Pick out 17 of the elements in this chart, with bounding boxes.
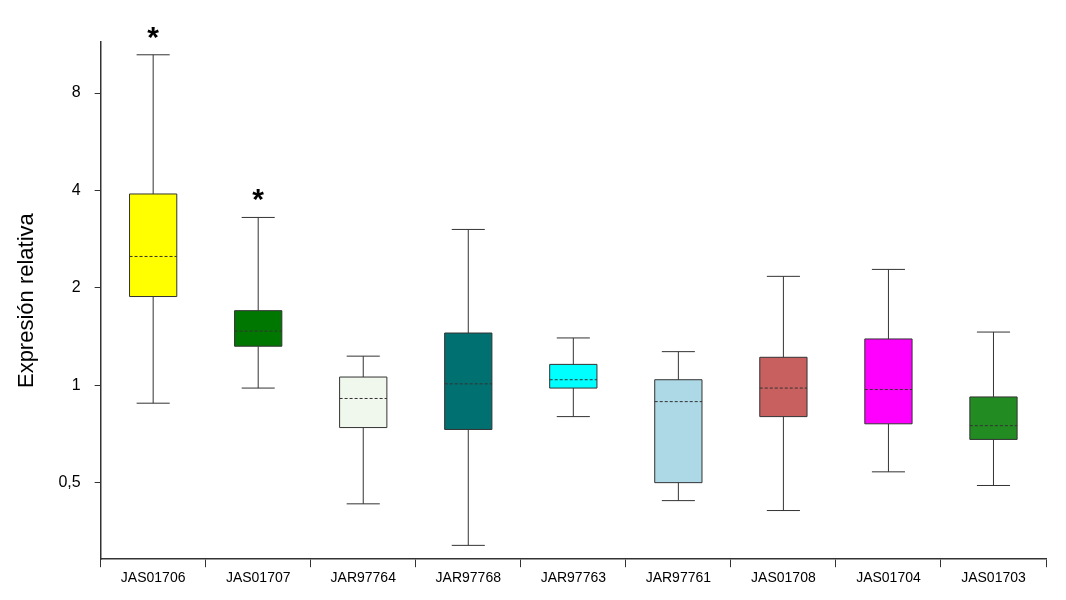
x-tick-label: JAS01703	[961, 569, 1026, 586]
x-tick-label: JAR97763	[540, 569, 607, 586]
y-tick-label: 0,5	[58, 473, 81, 491]
y-tick-label: 4	[71, 180, 81, 198]
x-tick-label: JAS01706	[120, 569, 186, 586]
annotation: *	[147, 19, 160, 53]
x-tick-label: JAR97761	[645, 569, 712, 586]
x-tick-label: JAS01707	[225, 569, 291, 586]
y-axis-title: Expresión relativa	[13, 212, 39, 389]
x-tick-label: JAS01704	[856, 569, 921, 586]
y-tick-label: 8	[71, 83, 81, 101]
y-tick-label: 2	[71, 278, 81, 296]
y-tick-label: 1	[71, 375, 81, 393]
x-tick-label: JAR97768	[435, 569, 502, 586]
x-tick-label: JAR97764	[330, 569, 397, 586]
annotation: *	[252, 182, 265, 216]
x-tick-label: JAS01708	[751, 569, 816, 586]
